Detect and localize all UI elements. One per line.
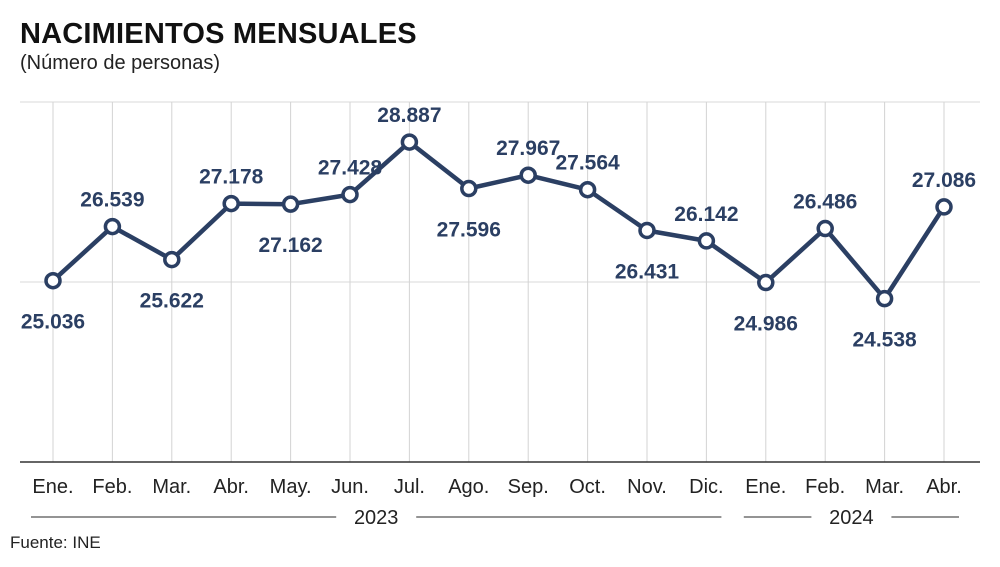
x-tick-label: Ago. [448,476,489,498]
data-points [44,133,953,308]
data-point [222,194,240,213]
data-label: 26.142 [674,203,738,226]
year-groups: 2023 2024 [31,507,959,529]
x-tick-label: Jul. [394,476,425,498]
data-point [697,232,716,250]
data-point [519,166,537,184]
chart-subtitle: (Número de personas) [20,52,221,74]
x-tick-label: Sep. [508,476,549,498]
chart-title: NACIMIENTOS MENSUALES [20,18,417,50]
data-point [341,185,359,204]
x-tick-label: Feb. [92,476,132,498]
x-tick-label: Nov. [627,476,667,498]
x-tick-label: Oct. [569,476,606,498]
data-label: 27.162 [258,234,322,257]
x-tick-label: Ene. [745,476,786,498]
data-point [281,195,300,213]
data-label: 24.538 [852,329,917,352]
data-label: 27.178 [199,166,264,189]
data-point [44,271,62,290]
x-tick-label: Ene. [32,476,73,498]
data-label: 28.887 [377,104,441,127]
vertical-gridlines [52,102,945,462]
x-tick-label: May. [270,476,312,498]
data-label: 27.086 [912,169,976,192]
series-line [50,139,947,301]
year-label: 2023 [354,507,399,529]
data-point [757,273,775,292]
data-point [103,217,122,236]
x-tick-label: Feb. [805,476,845,498]
data-point [578,180,597,199]
source-note: Fuente: INE [10,533,101,552]
data-point [460,179,478,198]
data-label: 25.622 [140,290,204,313]
data-point [163,250,181,269]
x-tick-label: Abr. [213,476,249,498]
x-tick-label: Mar. [865,476,904,498]
data-label: 27.596 [437,219,501,242]
x-tick-labels: Ene. Feb. Mar. Abr. May. Jun. Jul. Ago. Sep. Oct.… [32,476,961,498]
data-label: 27.428 [318,157,383,180]
x-tick-label: Jun. [331,476,369,498]
data-label: 26.539 [80,189,144,212]
x-tick-label: Dic. [689,476,723,498]
data-label: 26.431 [615,260,680,283]
data-point [875,289,894,308]
data-point [400,133,419,151]
data-labels: 25.036 26.539 25.622 27.178 27.162 27.428 28.8… [21,104,976,352]
x-tick-label: Abr. [926,476,962,498]
x-tick-label: Mar. [152,476,191,498]
gridlines [20,101,980,283]
data-label: 27.967 [496,137,560,160]
data-point [638,221,656,240]
data-point [816,219,834,238]
data-label: 24.986 [734,313,798,336]
data-point [935,198,953,216]
data-label: 25.036 [21,311,85,334]
data-label: 27.564 [555,152,620,175]
year-label: 2024 [829,507,874,529]
data-label: 26.486 [793,191,857,214]
